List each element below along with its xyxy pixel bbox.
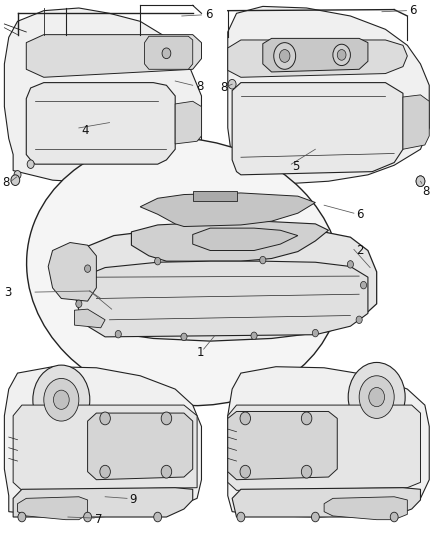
Circle shape (181, 333, 187, 341)
Circle shape (84, 512, 92, 522)
Polygon shape (4, 8, 201, 182)
Circle shape (312, 329, 318, 337)
Circle shape (301, 465, 312, 478)
Polygon shape (228, 40, 407, 77)
Polygon shape (232, 488, 420, 517)
Polygon shape (228, 405, 420, 490)
Polygon shape (228, 6, 429, 184)
Polygon shape (145, 36, 193, 69)
Circle shape (27, 160, 34, 168)
Polygon shape (4, 367, 201, 517)
Circle shape (100, 412, 110, 425)
Polygon shape (74, 228, 377, 341)
Polygon shape (26, 83, 175, 164)
Text: 5: 5 (293, 160, 300, 173)
Circle shape (333, 44, 350, 66)
Circle shape (390, 512, 398, 522)
Polygon shape (13, 488, 193, 517)
Polygon shape (175, 101, 201, 144)
Circle shape (347, 261, 353, 268)
Polygon shape (193, 191, 237, 201)
Circle shape (337, 50, 346, 60)
Circle shape (416, 176, 425, 187)
Circle shape (348, 362, 405, 432)
Circle shape (161, 412, 172, 425)
Circle shape (279, 50, 290, 62)
Circle shape (360, 281, 367, 289)
Text: 2: 2 (356, 244, 363, 257)
Circle shape (53, 390, 69, 409)
Text: 3: 3 (4, 286, 12, 298)
Ellipse shape (27, 138, 341, 406)
Circle shape (369, 387, 385, 407)
Polygon shape (140, 193, 315, 227)
Polygon shape (131, 221, 328, 261)
Circle shape (155, 257, 161, 265)
Text: 1: 1 (197, 346, 205, 359)
Text: 8: 8 (196, 80, 204, 93)
Text: 8: 8 (422, 185, 429, 198)
Polygon shape (263, 38, 368, 72)
Text: 4: 4 (81, 124, 88, 137)
Polygon shape (403, 95, 429, 149)
Circle shape (240, 412, 251, 425)
Circle shape (18, 512, 26, 522)
Polygon shape (26, 35, 201, 77)
Polygon shape (74, 261, 368, 337)
Text: 6: 6 (205, 9, 212, 21)
Text: 9: 9 (129, 493, 137, 506)
Circle shape (356, 316, 362, 324)
Circle shape (11, 175, 20, 185)
Circle shape (44, 378, 79, 421)
Polygon shape (324, 497, 407, 520)
Circle shape (240, 465, 251, 478)
Circle shape (359, 376, 394, 418)
Text: 7: 7 (95, 513, 103, 526)
Polygon shape (88, 413, 193, 480)
Polygon shape (228, 367, 429, 517)
Circle shape (154, 512, 162, 522)
Circle shape (14, 171, 21, 179)
Circle shape (115, 330, 121, 338)
Circle shape (274, 43, 296, 69)
Text: 6: 6 (356, 208, 363, 221)
Circle shape (251, 332, 257, 340)
Text: 8: 8 (220, 81, 228, 94)
Circle shape (260, 256, 266, 264)
Circle shape (301, 412, 312, 425)
Circle shape (85, 265, 91, 272)
Polygon shape (74, 309, 105, 328)
Polygon shape (228, 411, 337, 480)
Text: 6: 6 (410, 4, 417, 17)
Circle shape (33, 365, 90, 434)
Circle shape (100, 465, 110, 478)
Circle shape (311, 512, 319, 522)
Polygon shape (193, 228, 298, 251)
Polygon shape (232, 83, 403, 175)
Circle shape (416, 176, 425, 187)
Circle shape (76, 300, 82, 308)
Polygon shape (13, 405, 197, 490)
Text: 8: 8 (2, 176, 10, 189)
Circle shape (162, 48, 171, 59)
Circle shape (237, 512, 245, 522)
Circle shape (161, 465, 172, 478)
Polygon shape (48, 243, 96, 301)
Polygon shape (18, 497, 88, 520)
Circle shape (228, 79, 236, 89)
